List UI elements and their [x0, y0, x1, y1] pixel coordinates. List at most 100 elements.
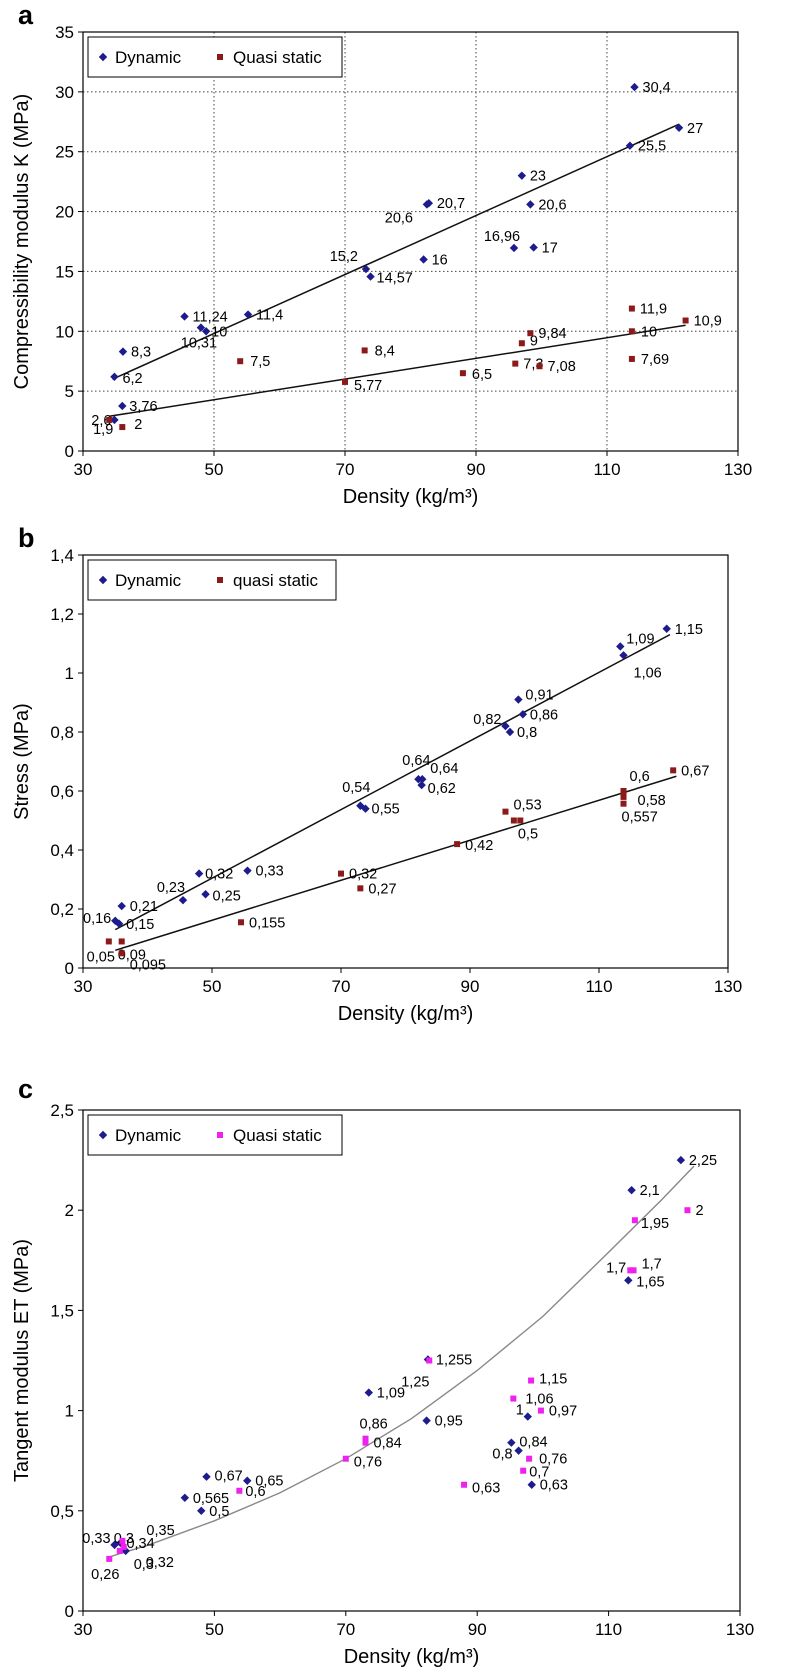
- data-label: 0,63: [540, 1478, 568, 1494]
- data-label: 2: [695, 1203, 703, 1219]
- data-label: 1,9: [93, 422, 113, 438]
- legend-box: [87, 36, 343, 78]
- x-tick-label: 90: [468, 1620, 487, 1639]
- data-point: [243, 1476, 252, 1485]
- data-label: 0,15: [126, 917, 154, 933]
- data-point: [529, 243, 538, 252]
- data-point: [110, 372, 119, 381]
- legend-box: [87, 1114, 343, 1156]
- data-point: [507, 1438, 516, 1447]
- trendline-dynamic: [114, 633, 671, 931]
- legend-label-dynamic: Dynamic: [115, 1126, 182, 1145]
- data-point: [518, 710, 528, 719]
- data-point: [528, 1377, 535, 1384]
- data-label: 10: [211, 324, 227, 340]
- data-label: 0,26: [91, 1567, 119, 1583]
- data-label: 0,6: [245, 1484, 265, 1500]
- data-point: [342, 1455, 349, 1462]
- data-point: [418, 775, 427, 784]
- data-label: 1,15: [675, 622, 703, 638]
- data-point: [523, 1412, 532, 1421]
- legend-marker-dynamic: [98, 52, 108, 62]
- data-point: [527, 330, 534, 337]
- data-label: 0,86: [360, 1417, 388, 1433]
- data-point: [501, 721, 510, 731]
- data-point: [116, 1547, 123, 1554]
- data-label: 0,5: [209, 1504, 229, 1520]
- legend-marker-dynamic: [98, 575, 108, 585]
- data-label: 1,06: [525, 1392, 553, 1408]
- data-label: 0,64: [430, 761, 458, 777]
- trendcurve: [109, 1165, 695, 1558]
- legend-marker-quasi-static: [217, 54, 223, 60]
- data-point: [630, 82, 639, 92]
- data-point: [364, 1388, 373, 1397]
- data-point: [237, 358, 244, 365]
- data-label: 0,84: [374, 1436, 402, 1452]
- data-point: [461, 1481, 468, 1488]
- plot-area: [82, 554, 729, 969]
- data-label: 20,7: [437, 196, 465, 212]
- data-label: 0,32: [205, 867, 233, 883]
- data-label: 2: [134, 417, 142, 433]
- data-point: [361, 804, 370, 813]
- data-point: [422, 1416, 431, 1425]
- data-point: [120, 1543, 127, 1550]
- panel-letter: c: [18, 1074, 33, 1104]
- data-label: 1,95: [641, 1216, 669, 1232]
- data-point: [517, 171, 527, 180]
- data-label: 0,55: [372, 802, 400, 818]
- y-tick-label: 0: [65, 1602, 74, 1621]
- data-label: 14,57: [377, 271, 413, 287]
- legend-marker-quasi-static: [217, 1132, 223, 1138]
- data-label: 1,06: [634, 665, 662, 681]
- data-point: [361, 264, 371, 274]
- y-tick-label: 0: [65, 442, 74, 461]
- x-tick-label: 90: [467, 460, 486, 479]
- data-label: 16: [432, 252, 448, 268]
- data-point: [119, 1537, 126, 1544]
- data-point: [510, 817, 517, 824]
- data-label: 0,6: [630, 769, 650, 785]
- x-tick-label: 110: [593, 460, 620, 479]
- data-label: 10: [641, 324, 657, 340]
- data-point: [627, 1185, 636, 1195]
- data-point: [338, 870, 344, 877]
- data-point: [180, 312, 189, 321]
- data-label: 0,53: [513, 798, 541, 814]
- y-tick-label: 0,6: [50, 782, 74, 801]
- data-point: [110, 1540, 119, 1550]
- x-tick-label: 130: [714, 977, 742, 996]
- y-tick-label: 1,4: [50, 546, 74, 565]
- data-label: 0,557: [622, 810, 658, 826]
- data-label: 1,7: [606, 1260, 626, 1276]
- data-point: [625, 141, 635, 150]
- data-label: 9: [530, 333, 538, 349]
- data-label: 0,64: [402, 753, 430, 769]
- data-point: [426, 1357, 433, 1364]
- legend-label-quasi-static: Quasi static: [233, 1126, 322, 1145]
- data-point: [624, 1276, 633, 1285]
- data-label: 16,96: [484, 229, 520, 245]
- data-label: 1,25: [401, 1375, 429, 1391]
- data-label: 0,67: [215, 1469, 243, 1485]
- series-dynamic: 0,16 0,21 0,15 0,23 0,32 0,25 0,33 0,540,55 0,64…: [83, 622, 703, 933]
- data-label: 0,63: [472, 1481, 500, 1497]
- panel-letter: a: [18, 0, 34, 30]
- data-label: 0,95: [435, 1414, 463, 1430]
- data-label: 5,77: [354, 378, 382, 394]
- y-tick-label: 5: [65, 382, 74, 401]
- data-point: [111, 916, 120, 925]
- trendline-quasi-static: [109, 324, 686, 418]
- data-point: [180, 1493, 190, 1502]
- data-point: [628, 355, 635, 362]
- data-point: [194, 869, 204, 878]
- legend-marker-dynamic: [98, 1130, 108, 1140]
- data-point: [342, 378, 348, 385]
- data-label: 2,25: [689, 1153, 717, 1169]
- chart-panel-c: c 30 50 70 90 110 130 0 0,5 1 1,5 2 2,5 Density (kg/m…: [11, 1074, 754, 1668]
- legend-marker-quasi-static: [217, 577, 223, 583]
- data-label: 0,09: [118, 947, 146, 963]
